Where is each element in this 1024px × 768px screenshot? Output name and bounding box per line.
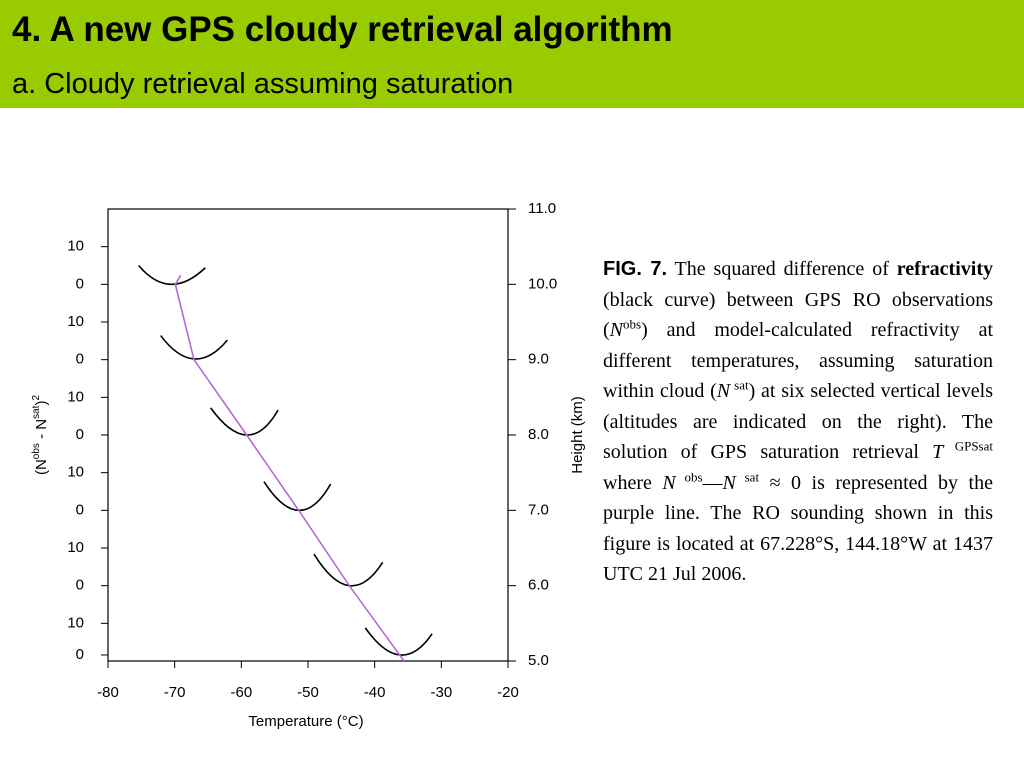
y2-tick-label: 8.0 bbox=[528, 426, 549, 443]
y-tick-label: 10 bbox=[67, 539, 84, 556]
caption-part: obs bbox=[675, 468, 703, 484]
x-tick-label: -60 bbox=[230, 684, 252, 701]
y-tick-label: 10 bbox=[67, 464, 84, 481]
y2-tick-label: 7.0 bbox=[528, 501, 549, 518]
y-tick-label: 0 bbox=[76, 426, 84, 443]
x-tick-label: -30 bbox=[430, 684, 452, 701]
y2-tick-label: 5.0 bbox=[528, 652, 549, 669]
y-tick-label: 10 bbox=[67, 388, 84, 405]
caption-part: The squared difference of bbox=[667, 258, 897, 280]
y2-tick-label: 11.0 bbox=[528, 200, 556, 217]
x-tick-label: -40 bbox=[364, 684, 386, 701]
caption-part: where bbox=[603, 471, 663, 494]
caption-part: ) at six selected vertical levels (altit… bbox=[603, 380, 993, 463]
y2-tick-label: 9.0 bbox=[528, 351, 549, 368]
caption-part: ≈ 0 is represented by the purple line. T… bbox=[603, 471, 993, 586]
x-tick-label: -50 bbox=[297, 684, 319, 701]
chart: Temperature (°C) Height (km) (Nobs - Nsa… bbox=[31, 200, 586, 730]
y-tick-label: 0 bbox=[76, 351, 84, 368]
y-axis-label: (Nobs - Nsat)2 bbox=[31, 395, 50, 475]
caption-part: FIG. 7. bbox=[603, 258, 668, 280]
y-tick-label: 0 bbox=[76, 275, 84, 292]
retrieval-line bbox=[174, 274, 405, 662]
caption-part: N bbox=[722, 471, 736, 494]
header-bar: 4. A new GPS cloudy retrieval algorithm … bbox=[0, 0, 1024, 108]
y-axis-label-part: sat bbox=[31, 405, 42, 419]
y-tick-label: 0 bbox=[76, 501, 84, 518]
y-axis-label-part: obs bbox=[31, 443, 42, 459]
caption-part: N bbox=[662, 471, 676, 494]
caption-part: obs bbox=[623, 316, 642, 332]
refractivity-curve bbox=[364, 627, 433, 656]
x-tick-label: -20 bbox=[497, 684, 519, 701]
slide-title: 4. A new GPS cloudy retrieval algorithm bbox=[12, 10, 673, 49]
caption-part: — bbox=[702, 471, 723, 494]
y2-tick-label: 6.0 bbox=[528, 577, 549, 594]
y-tick-label: 0 bbox=[76, 646, 84, 663]
caption-part: (black curve) between GPS RO observation… bbox=[603, 288, 993, 342]
caption-part: ) and model-calculated refractivity at d… bbox=[603, 319, 993, 402]
caption-part: sat bbox=[735, 468, 760, 484]
x-axis-label: Temperature (°C) bbox=[248, 713, 363, 730]
slide-subtitle: a. Cloudy retrieval assuming saturation bbox=[12, 68, 514, 100]
caption-part: T bbox=[932, 441, 944, 463]
caption-part: refractivity bbox=[896, 258, 993, 280]
caption-part: N bbox=[716, 380, 731, 402]
y-tick-label: 10 bbox=[67, 238, 84, 255]
x-tick-label: -80 bbox=[97, 684, 119, 701]
y-axis-label-part: - N bbox=[33, 419, 50, 443]
y-axis-label-part: (N bbox=[33, 459, 50, 475]
y2-tick-label: 10.0 bbox=[528, 275, 557, 292]
x-tick-label: -70 bbox=[164, 684, 186, 701]
refractivity-curve bbox=[313, 553, 384, 587]
y-axis-label-part: ) bbox=[33, 401, 50, 406]
refractivity-curve bbox=[138, 264, 206, 286]
y-tick-label: 0 bbox=[76, 577, 84, 594]
refractivity-curve bbox=[263, 481, 332, 512]
y-tick-label: 10 bbox=[67, 614, 84, 631]
caption-part: sat bbox=[730, 377, 749, 393]
y2-axis-label: Height (km) bbox=[569, 396, 586, 474]
plot-frame bbox=[107, 208, 509, 662]
y-axis-label-part: 2 bbox=[31, 395, 42, 401]
y-tick-label: 10 bbox=[67, 313, 84, 330]
caption-part: GPSsat bbox=[943, 438, 993, 454]
caption-part: N bbox=[609, 319, 624, 341]
caption: FIG. 7. The squared difference of refrac… bbox=[603, 254, 993, 590]
refractivity-curve bbox=[160, 335, 228, 360]
